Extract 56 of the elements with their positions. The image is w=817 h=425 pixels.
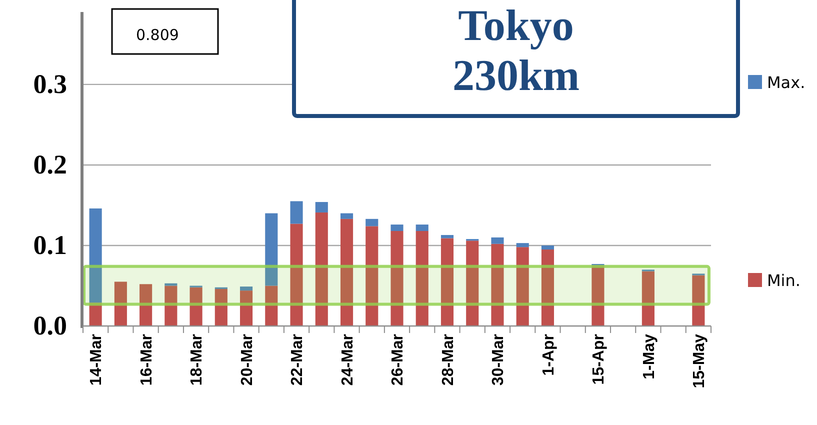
y-tick-label: 0.1	[33, 230, 67, 260]
bar	[390, 230, 404, 326]
x-tick-label: 14-Mar	[88, 334, 106, 386]
bar	[541, 245, 554, 250]
bar	[692, 275, 705, 326]
bar	[491, 237, 504, 244]
bar	[541, 250, 554, 326]
bar	[265, 213, 278, 286]
x-tick-label: 26-Mar	[390, 334, 407, 386]
x-tick-label: 22-Mar	[289, 334, 306, 386]
y-tick-label: 0.0	[33, 310, 67, 341]
legend-label: Max.	[767, 73, 806, 92]
bar	[240, 286, 253, 291]
legend-label: Min.	[767, 271, 800, 290]
bar	[390, 224, 404, 231]
bar	[89, 208, 102, 303]
y-tick-label: 0.2	[33, 150, 67, 180]
bar	[366, 226, 378, 326]
bar	[315, 202, 328, 212]
bar	[140, 284, 152, 326]
bar	[315, 212, 328, 326]
bar	[592, 266, 604, 326]
bar	[440, 238, 454, 326]
x-tick-label: 28-Mar	[440, 334, 457, 386]
bar	[89, 302, 102, 326]
bar	[366, 218, 378, 226]
bar	[214, 288, 228, 326]
bar	[114, 282, 127, 326]
x-tick-label: 30-Mar	[490, 334, 508, 386]
x-tick-label: 20-Mar	[238, 334, 256, 386]
bar	[290, 201, 303, 224]
bar	[642, 271, 654, 326]
bar	[516, 243, 529, 248]
bar	[340, 218, 354, 326]
bar	[290, 224, 303, 326]
chart-title: Tokyo 230km	[452, 1, 580, 100]
bar	[466, 240, 479, 326]
x-tick-label: 16-Mar	[138, 334, 156, 386]
bar	[340, 213, 354, 219]
x-tick-label: 1-Apr	[540, 334, 558, 376]
bar	[164, 286, 178, 326]
annotation: 0.809	[136, 26, 179, 44]
bar	[516, 247, 529, 326]
bar	[416, 230, 428, 326]
y-tick-label: 0.3	[33, 69, 67, 100]
bar	[265, 286, 278, 326]
bar	[416, 224, 428, 231]
x-tick-label: 18-Mar	[188, 334, 206, 386]
bar	[190, 287, 202, 326]
x-tick-label: 15-May	[691, 334, 708, 388]
bar	[240, 290, 253, 326]
x-tick-label: 1-May	[640, 334, 658, 380]
x-tick-label: 15-Apr	[590, 334, 608, 385]
x-tick-label: 24-Mar	[339, 334, 356, 386]
bar	[491, 244, 504, 326]
bar	[440, 235, 454, 238]
